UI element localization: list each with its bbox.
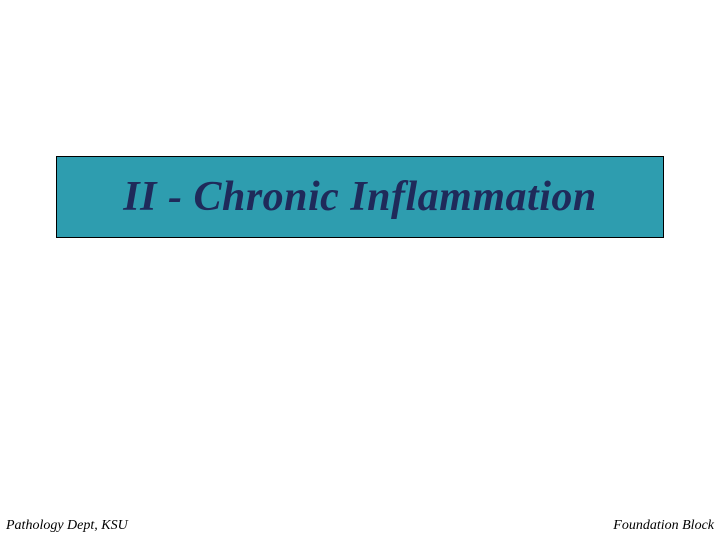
footer-left: Pathology Dept, KSU [6, 518, 128, 534]
footer-right: Foundation Block [613, 518, 714, 534]
slide-title: II - Chronic Inflammation [123, 173, 596, 221]
title-banner: II - Chronic Inflammation [56, 156, 664, 238]
